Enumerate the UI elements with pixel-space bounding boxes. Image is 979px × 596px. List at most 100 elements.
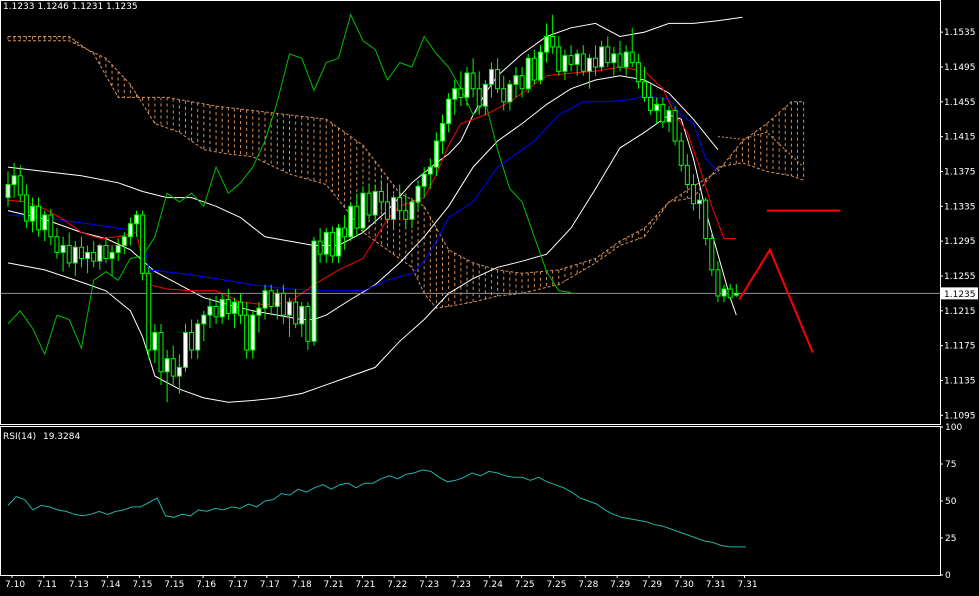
candle[interactable]	[690, 174, 696, 211]
candle[interactable]	[17, 165, 23, 202]
candle[interactable]	[348, 201, 354, 242]
candle[interactable]	[213, 295, 219, 324]
candle[interactable]	[599, 40, 605, 72]
candle[interactable]	[586, 53, 592, 89]
candle[interactable]	[311, 236, 317, 346]
candle[interactable]	[207, 297, 213, 329]
candle[interactable]	[274, 289, 280, 320]
candle[interactable]	[158, 323, 164, 385]
price-axis[interactable]: 1.1535 1.1495 1.1455 1.1415 1.1375 1.1335 1.12…	[940, 28, 978, 421]
candle[interactable]	[470, 58, 476, 98]
candle[interactable]	[329, 226, 335, 263]
candle[interactable]	[574, 49, 580, 76]
candle[interactable]	[244, 302, 250, 359]
candle[interactable]	[513, 66, 519, 98]
candle[interactable]	[127, 217, 133, 246]
candle[interactable]	[256, 302, 262, 333]
candle[interactable]	[733, 283, 739, 297]
candle[interactable]	[164, 349, 170, 403]
candle[interactable]	[476, 71, 482, 115]
candle[interactable]	[507, 80, 513, 111]
candle[interactable]	[11, 162, 17, 198]
candle[interactable]	[537, 45, 543, 85]
candle[interactable]	[458, 71, 464, 107]
candle[interactable]	[678, 132, 684, 172]
candle[interactable]	[568, 45, 574, 72]
candle[interactable]	[703, 197, 709, 246]
candle[interactable]	[225, 289, 231, 320]
candle[interactable]	[384, 184, 390, 224]
candle[interactable]	[72, 241, 78, 276]
current-price-marker[interactable]: 1.1235	[941, 287, 978, 300]
candle[interactable]	[715, 261, 721, 303]
candle[interactable]	[354, 193, 360, 237]
candle[interactable]	[54, 228, 60, 259]
candle[interactable]	[635, 53, 641, 89]
time-axis[interactable]: 7.10 7.11 7.13 7.14 7.15 7.15 7.16 7.17 7.17 7.18…	[5, 575, 758, 590]
candle[interactable]	[360, 186, 366, 233]
candle[interactable]	[195, 319, 201, 359]
candle[interactable]	[182, 323, 188, 372]
candle[interactable]	[299, 302, 305, 337]
candle[interactable]	[78, 236, 84, 268]
candle[interactable]	[488, 62, 494, 98]
candle[interactable]	[372, 184, 378, 224]
candle[interactable]	[562, 49, 568, 81]
candle[interactable]	[446, 93, 452, 133]
candle[interactable]	[5, 171, 11, 207]
candle[interactable]	[262, 284, 268, 320]
candle[interactable]	[201, 310, 207, 342]
candle[interactable]	[366, 184, 372, 220]
candle[interactable]	[323, 228, 329, 263]
candle[interactable]	[140, 210, 146, 281]
candle[interactable]	[617, 40, 623, 72]
candle[interactable]	[684, 154, 690, 189]
candle[interactable]	[666, 106, 672, 133]
candle[interactable]	[293, 289, 299, 329]
candle[interactable]	[170, 345, 176, 385]
candle[interactable]	[531, 49, 537, 85]
candle[interactable]	[152, 323, 158, 364]
candle[interactable]	[501, 75, 507, 111]
candle[interactable]	[519, 66, 525, 98]
candle[interactable]	[611, 46, 617, 76]
candle[interactable]	[66, 232, 72, 268]
candle[interactable]	[495, 58, 501, 94]
candle[interactable]	[397, 184, 403, 220]
candle[interactable]	[176, 354, 182, 394]
candle[interactable]	[660, 97, 666, 128]
candle[interactable]	[280, 284, 286, 324]
candle[interactable]	[580, 45, 586, 76]
candle[interactable]	[342, 215, 348, 250]
candle[interactable]	[556, 36, 562, 76]
candle[interactable]	[287, 297, 293, 337]
candle[interactable]	[421, 167, 427, 198]
candle[interactable]	[231, 297, 237, 329]
candle[interactable]	[238, 293, 244, 324]
candle[interactable]	[60, 236, 66, 272]
candle[interactable]	[23, 184, 29, 229]
candle[interactable]	[409, 197, 415, 229]
candle[interactable]	[121, 232, 127, 255]
candle[interactable]	[36, 197, 42, 237]
candle[interactable]	[378, 180, 384, 211]
candle[interactable]	[109, 245, 115, 276]
candle[interactable]	[629, 27, 635, 67]
candle[interactable]	[103, 236, 109, 263]
candle[interactable]	[641, 66, 647, 102]
candle[interactable]	[42, 210, 48, 242]
candle[interactable]	[85, 245, 91, 274]
candle[interactable]	[433, 132, 439, 176]
candle[interactable]	[415, 180, 421, 211]
candle[interactable]	[134, 210, 140, 237]
candle[interactable]	[29, 197, 35, 233]
candle[interactable]	[648, 84, 654, 115]
candle[interactable]	[452, 80, 458, 115]
candle[interactable]	[623, 45, 629, 76]
candle[interactable]	[268, 284, 274, 316]
candle[interactable]	[525, 53, 531, 94]
candle[interactable]	[335, 223, 341, 263]
candle[interactable]	[605, 36, 611, 67]
candle[interactable]	[721, 284, 727, 303]
candle[interactable]	[115, 238, 121, 262]
